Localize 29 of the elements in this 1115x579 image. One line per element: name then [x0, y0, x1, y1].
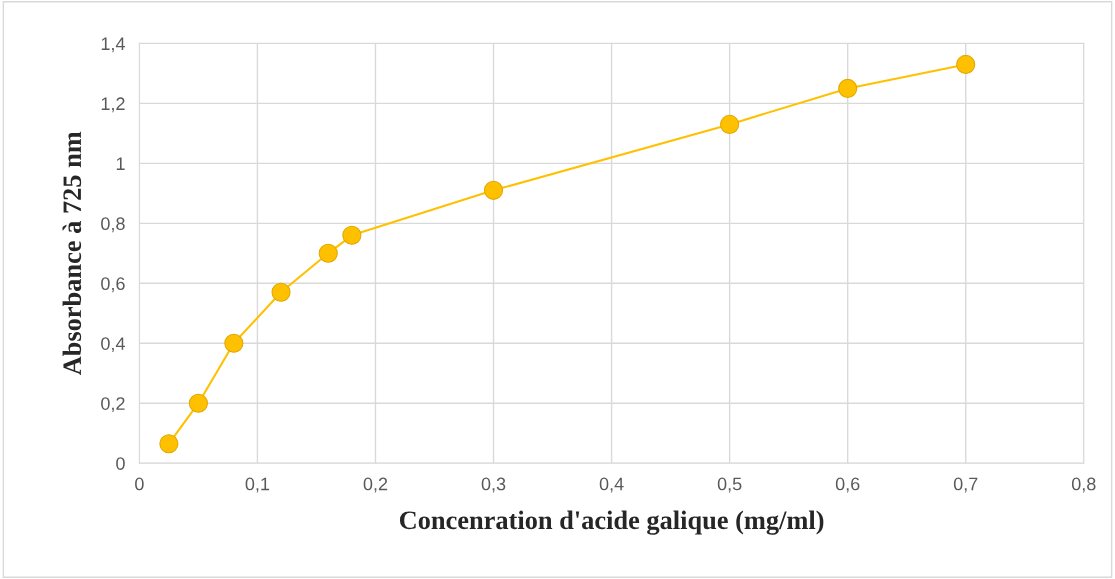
point	[224, 333, 244, 353]
point	[318, 243, 338, 263]
point	[483, 180, 504, 200]
point	[159, 434, 179, 454]
x-axis-title: Concenration d'acide galique (mg/ml)	[399, 510, 824, 535]
y-tick-label: 0,8	[101, 217, 125, 233]
point	[271, 282, 291, 302]
y-tick-label: 0,2	[101, 397, 125, 413]
y-tick-label: 0,6	[101, 277, 125, 293]
x-tick-label: 0,7	[953, 477, 978, 493]
x-tick-label: 0,4	[599, 477, 624, 493]
y-tick-label: 1	[116, 157, 125, 170]
point	[838, 78, 858, 98]
y-tick-label: 0,4	[101, 337, 125, 353]
y-tick-label: 1,4	[101, 37, 125, 53]
x-tick-label: 0,6	[835, 477, 860, 493]
y-tick-label: 0	[116, 457, 125, 470]
x-tick-label: 0,5	[717, 477, 742, 493]
x-tick-label: 0,2	[363, 477, 388, 493]
y-axis-title: Absorbance à 725 nm	[62, 131, 82, 376]
x-tick-label: 0,3	[481, 477, 506, 493]
point	[188, 393, 208, 413]
point	[342, 225, 362, 245]
y-tick-label: 1,2	[101, 97, 125, 113]
x-tick-label: 0,8	[1071, 477, 1096, 493]
point	[956, 54, 976, 74]
x-tick-label: 0	[135, 477, 144, 491]
x-tick-label: 0,1	[245, 477, 270, 493]
point	[720, 114, 740, 134]
